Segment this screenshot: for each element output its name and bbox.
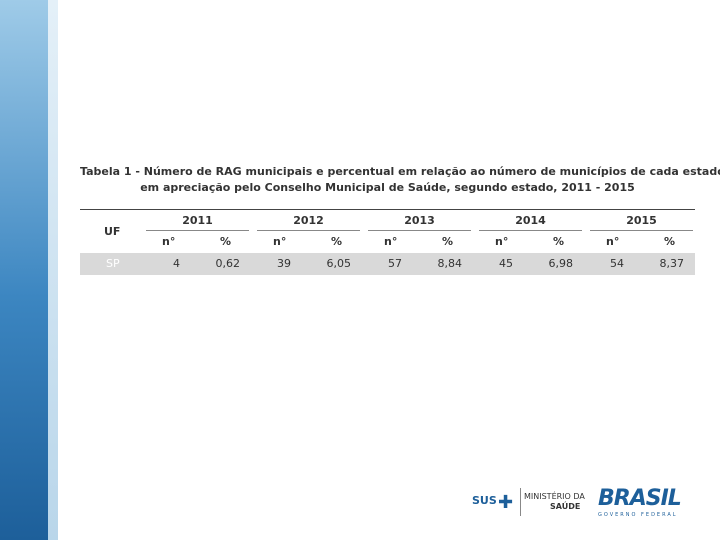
cell: 6,05 [326,257,352,270]
cell: 4 [173,257,180,270]
cell: 54 [610,257,624,270]
cross-icon: ✚ [498,492,514,513]
side-bar [0,0,48,540]
year-rule [368,230,471,231]
year-header: 2012 [293,214,324,227]
title-line: em apreciação pelo Conselho Municipal de… [140,181,635,194]
logos: SUS ✚ MINISTÉRIO DA SAÚDE BRASIL GOVERNO… [470,478,700,528]
year-rule [257,230,360,231]
sub-header: % [442,235,454,248]
sub-header: n° [606,235,620,248]
sub-header: % [331,235,343,248]
year-rule [146,230,249,231]
sub-header: % [664,235,676,248]
cell: 8,37 [659,257,685,270]
table-rule [80,209,695,210]
sus-logo: SUS [472,494,497,507]
divider [520,488,521,516]
cell: 6,98 [548,257,574,270]
uf-header: UF [104,225,121,238]
row-band [80,253,695,275]
year-rule [590,230,693,231]
cell: 8,84 [437,257,463,270]
sub-header: n° [162,235,176,248]
year-header: 2015 [626,214,657,227]
cell: 57 [388,257,402,270]
cell: 45 [499,257,513,270]
year-header: 2011 [182,214,213,227]
cell: 39 [277,257,291,270]
cell: 0,62 [215,257,241,270]
row-label: SP [106,257,120,270]
sub-header: % [220,235,232,248]
sub-header: n° [384,235,398,248]
title-line: Tabela 1 - Número de RAG municipais e pe… [80,165,720,178]
side-strip [48,0,58,540]
year-header: 2014 [515,214,546,227]
ministry-line: SAÚDE [550,502,581,511]
government-text: GOVERNO FEDERAL [598,512,678,518]
year-header: 2013 [404,214,435,227]
sub-header: n° [495,235,509,248]
brasil-logo: BRASIL [598,486,682,511]
sub-header: n° [273,235,287,248]
sub-header: % [553,235,565,248]
year-rule [479,230,582,231]
ministry-line: MINISTÉRIO DA [524,492,585,501]
